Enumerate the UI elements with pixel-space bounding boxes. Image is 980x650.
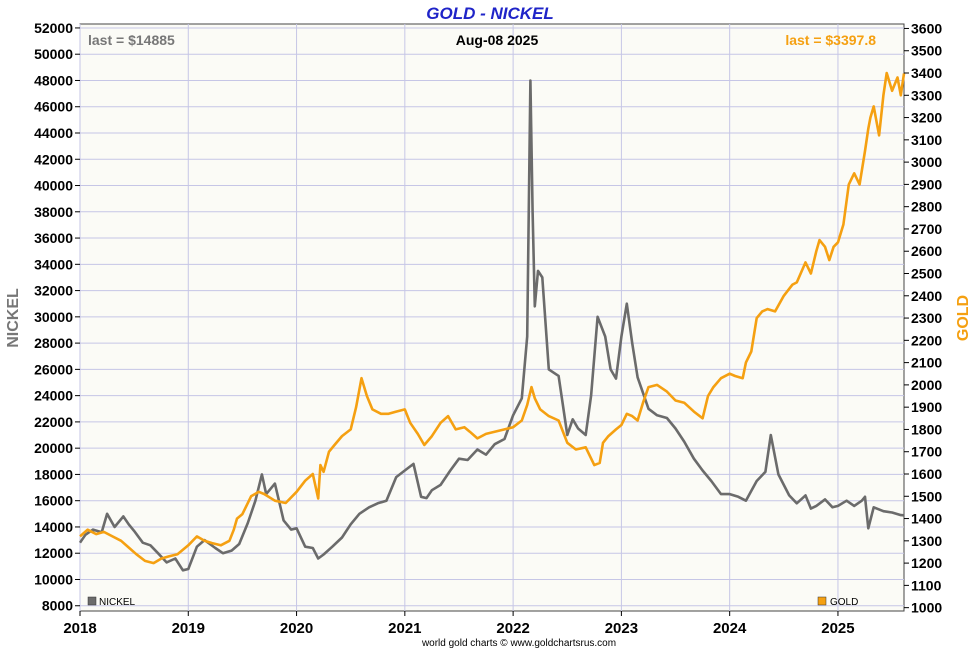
right-tick-label: 1300 [911, 533, 942, 549]
x-tick-label: 2023 [605, 620, 638, 637]
x-tick-label: 2022 [496, 620, 529, 637]
right-tick-label: 3500 [911, 43, 942, 59]
left-tick-label: 10000 [34, 571, 73, 587]
left-axis-ticks: 8000 10000 12000 14000 16000 18000 20000 22000 2… [34, 20, 80, 614]
left-tick-label: 12000 [34, 545, 73, 561]
nickel-legend-label: NICKEL [99, 597, 136, 608]
x-tick-label: 2025 [821, 620, 854, 637]
footer-credit: world gold charts © www.goldchartsrus.co… [421, 638, 616, 649]
nickel-series-line [78, 79, 905, 572]
left-tick-label: 52000 [34, 20, 73, 36]
left-tick-label: 40000 [34, 178, 73, 194]
left-tick-label: 20000 [34, 440, 73, 456]
left-tick-label: 38000 [34, 204, 73, 220]
gold-series-line [79, 71, 906, 565]
left-tick-label: 44000 [34, 125, 73, 141]
right-tick-label: 3000 [911, 154, 942, 170]
right-tick-label: 1000 [911, 600, 942, 616]
right-tick-label: 3300 [911, 87, 942, 103]
right-axis-ticks: 1000 1100 1200 1300 1400 1500 1600 1700 1800 1900… [904, 20, 942, 616]
right-tick-label: 1500 [911, 488, 942, 504]
date-label: Aug-08 2025 [456, 32, 539, 48]
left-tick-label: 26000 [34, 361, 73, 377]
right-tick-label: 2400 [911, 288, 942, 304]
left-tick-label: 30000 [34, 309, 73, 325]
gold-last-value: last = $3397.8 [785, 32, 876, 48]
plot-area [79, 23, 905, 612]
right-tick-label: 2700 [911, 221, 942, 237]
left-tick-label: 42000 [34, 151, 73, 167]
left-tick-label: 16000 [34, 493, 73, 509]
left-tick-label: 22000 [34, 414, 73, 430]
left-tick-label: 8000 [42, 598, 73, 614]
right-tick-label: 2300 [911, 310, 942, 326]
right-tick-label: 1800 [911, 421, 942, 437]
right-tick-label: 2800 [911, 199, 942, 215]
chart-title: GOLD - NICKEL [426, 4, 554, 23]
nickel-legend-swatch [87, 596, 97, 606]
left-tick-label: 18000 [34, 466, 73, 482]
right-tick-label: 2900 [911, 176, 942, 192]
right-tick-label: 2100 [911, 355, 942, 371]
right-tick-label: 3100 [911, 132, 942, 148]
right-tick-label: 1700 [911, 444, 942, 460]
left-tick-label: 14000 [34, 519, 73, 535]
gold-legend-swatch [817, 596, 827, 606]
x-axis-ticks: 2018 2019 2020 2021 2022 2023 2024 2025 [63, 611, 855, 637]
left-tick-label: 36000 [34, 230, 73, 246]
right-tick-label: 1400 [911, 511, 942, 527]
right-tick-label: 2600 [911, 243, 942, 259]
left-tick-label: 28000 [34, 335, 73, 351]
left-tick-label: 46000 [34, 99, 73, 115]
right-tick-label: 2200 [911, 332, 942, 348]
right-tick-label: 3200 [911, 110, 942, 126]
left-tick-label: 48000 [34, 72, 73, 88]
right-tick-label: 2000 [911, 377, 942, 393]
right-tick-label: 1900 [911, 399, 942, 415]
left-tick-label: 34000 [34, 256, 73, 272]
x-tick-label: 2021 [388, 620, 421, 637]
left-tick-label: 50000 [34, 46, 73, 62]
left-tick-label: 32000 [34, 283, 73, 299]
right-tick-label: 3400 [911, 65, 942, 81]
nickel-last-value: last = $14885 [88, 32, 175, 48]
x-tick-label: 2018 [63, 620, 96, 637]
series-lines [78, 71, 906, 572]
right-tick-label: 2500 [911, 266, 942, 282]
x-tick-label: 2019 [172, 620, 205, 637]
right-tick-label: 1600 [911, 466, 942, 482]
right-tick-label: 1200 [911, 555, 942, 571]
gold-legend-label: GOLD [830, 597, 858, 608]
right-tick-label: 3600 [911, 20, 942, 36]
x-tick-label: 2020 [280, 620, 313, 637]
left-axis-label: NICKEL [5, 288, 22, 348]
right-tick-label: 1100 [911, 577, 942, 593]
right-axis-label: GOLD [955, 295, 972, 341]
left-tick-label: 24000 [34, 388, 73, 404]
grid [79, 24, 904, 611]
x-tick-label: 2024 [713, 620, 747, 637]
